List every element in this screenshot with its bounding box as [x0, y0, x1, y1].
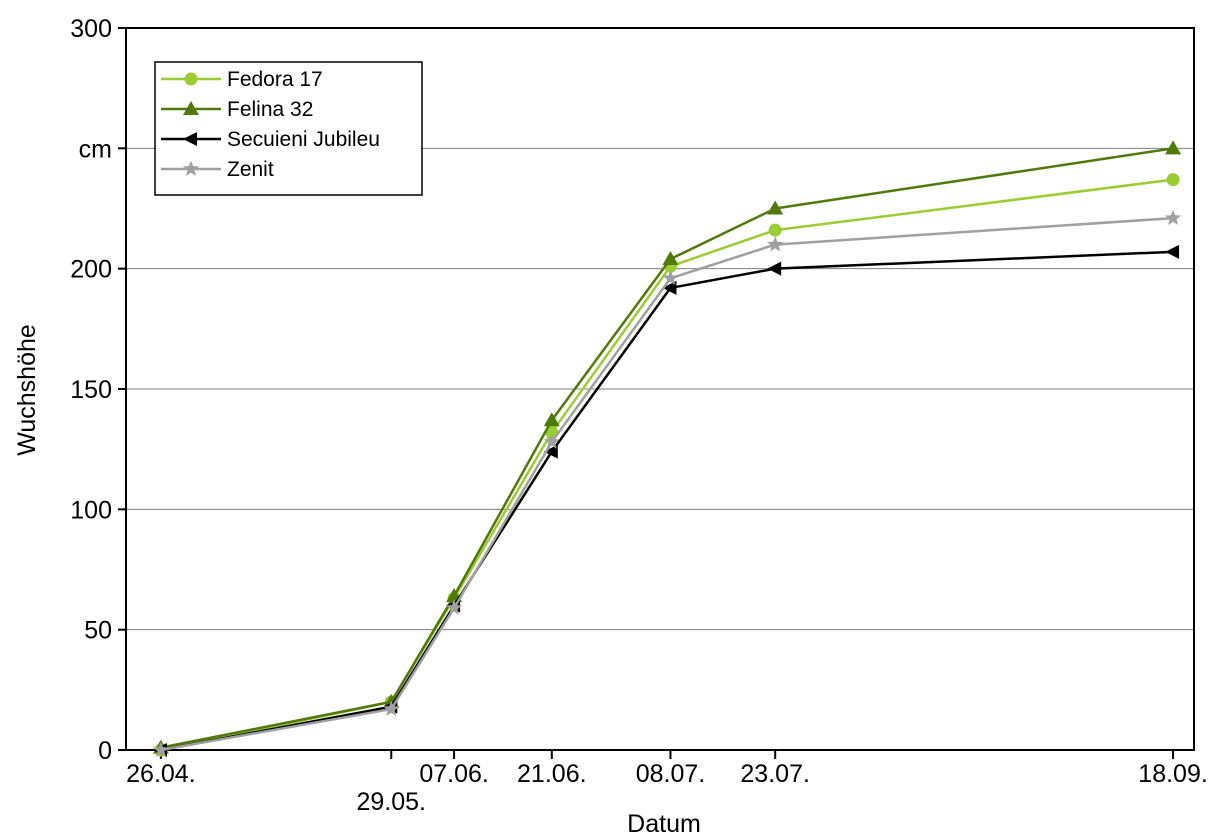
data-point — [767, 261, 782, 276]
data-point — [383, 700, 400, 716]
series-felina-32 — [152, 140, 1182, 754]
y-tick-label: 0 — [98, 737, 112, 765]
x-tick-label: 23.07. — [740, 760, 810, 788]
data-point — [1165, 140, 1182, 155]
legend-label: Felina 32 — [227, 98, 313, 121]
legend-label: Fedora 17 — [227, 68, 323, 91]
y-tick-label: 200 — [70, 256, 112, 284]
data-point — [662, 251, 679, 266]
x-axis-ticks: 26.04. 29.05.07.06. 21.06. 08.07. 23.07. 18.0… — [126, 750, 1208, 816]
data-point — [1164, 209, 1182, 225]
legend-label: Secuieni Jubileu — [227, 128, 380, 151]
legend: Fedora 17 Felina 32 Secuieni Jubileu Zenit — [154, 61, 423, 196]
series-line — [160, 147, 1174, 749]
y-axis-ticks: 0 50 100 150 200 cm 300 — [70, 15, 126, 765]
legend-entry: Secuieni Jubileu — [161, 128, 380, 151]
y-tick-label: 300 — [70, 15, 112, 43]
x-tick-label: 26.04. — [126, 760, 196, 788]
grid-lines — [126, 147, 1194, 631]
series-secuieni-jubileu — [152, 244, 1180, 757]
legend-marker — [183, 132, 197, 146]
legend-entry: Fedora 17 — [161, 68, 323, 91]
data-point — [543, 444, 558, 459]
data-point — [152, 741, 169, 757]
legend-entry: Zenit — [161, 158, 274, 181]
data-point — [543, 433, 560, 449]
legend-marker — [183, 101, 199, 115]
x-tick-label: 29.05. — [356, 788, 426, 816]
data-point — [1165, 244, 1180, 259]
legend-marker — [182, 160, 200, 176]
data-point — [543, 412, 560, 427]
series-zenit — [152, 209, 1182, 757]
data-point — [662, 269, 679, 286]
x-tick-label: 21.06. — [517, 760, 587, 788]
legend-label: Zenit — [227, 158, 274, 181]
legend-box — [154, 61, 423, 196]
series-line — [160, 250, 1174, 752]
legend-marker — [184, 72, 198, 86]
data-point — [767, 236, 784, 252]
data-point — [1166, 173, 1180, 187]
x-tick-label: 07.06. — [419, 760, 489, 788]
series-line — [160, 216, 1174, 752]
data-point — [767, 200, 784, 215]
y-tick-label: 100 — [70, 496, 112, 524]
y-tick-label: 50 — [84, 617, 112, 645]
data-point — [768, 223, 782, 237]
y-tick-label: cm — [79, 135, 112, 163]
x-tick-label: 08.07. — [636, 760, 706, 788]
y-axis-label: Wuchshöhe — [13, 324, 41, 456]
x-tick-label: 18.09. — [1138, 760, 1208, 788]
data-point — [445, 599, 463, 615]
x-axis-label: Datum — [627, 810, 701, 836]
legend-entry: Felina 32 — [161, 98, 313, 121]
y-tick-label: 150 — [70, 376, 112, 404]
data-point — [662, 280, 677, 295]
series-group — [152, 140, 1182, 757]
